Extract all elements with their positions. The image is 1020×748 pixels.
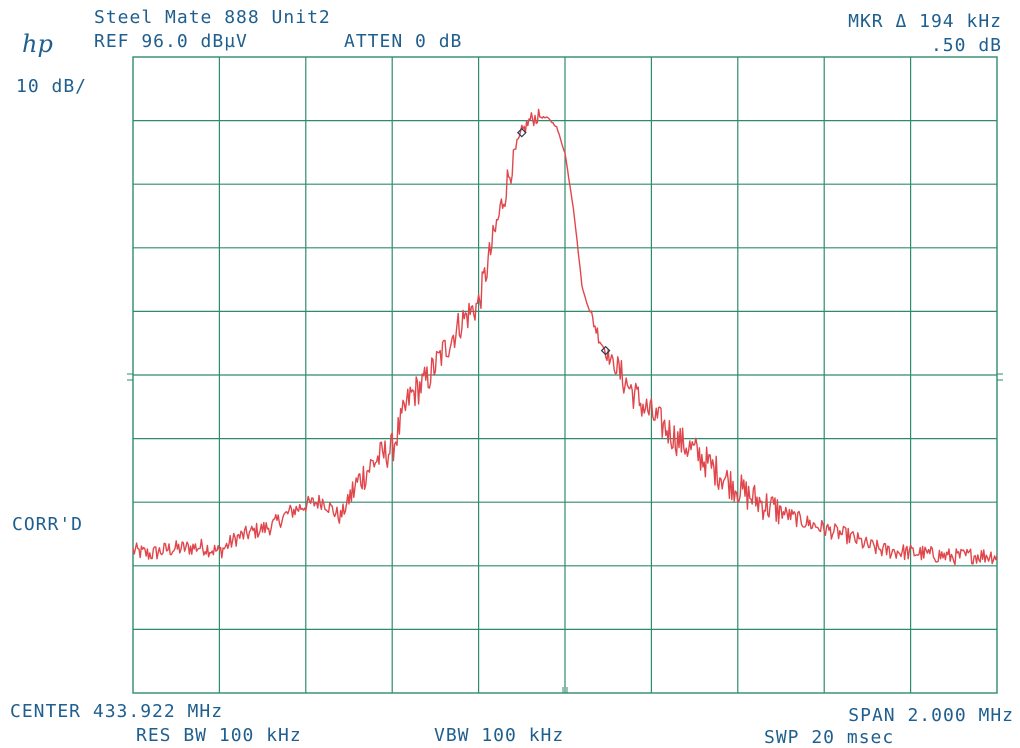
plot-title: Steel Mate 888 Unit2 [94, 7, 331, 28]
graticule-ticks [127, 373, 1003, 693]
resolution-bandwidth: RES BW 100 kHz [136, 725, 302, 746]
spectrum-trace [132, 108, 998, 566]
delta-marker [600, 345, 611, 356]
markers [516, 127, 611, 356]
video-bandwidth: VBW 100 kHz [434, 725, 565, 746]
sweep-time: SWP 20 msec [764, 727, 895, 748]
marker-delta-frequency: MKR Δ 194 kHz [848, 11, 1002, 32]
graticule [132, 56, 998, 694]
reference-marker [516, 127, 527, 138]
frequency-span: SPAN 2.000 MHz [848, 705, 1014, 726]
center-frequency: CENTER 433.922 MHz [10, 701, 224, 722]
hp-logo-text: hp [22, 30, 53, 58]
attenuation: ATTEN 0 dB [344, 31, 463, 52]
corrected-indicator: CORR'D [12, 514, 84, 535]
reference-level: REF 96.0 dBµV [94, 31, 248, 52]
marker-delta-amplitude: .50 dB [930, 35, 1002, 56]
vertical-scale: 10 dB/ [16, 76, 88, 97]
